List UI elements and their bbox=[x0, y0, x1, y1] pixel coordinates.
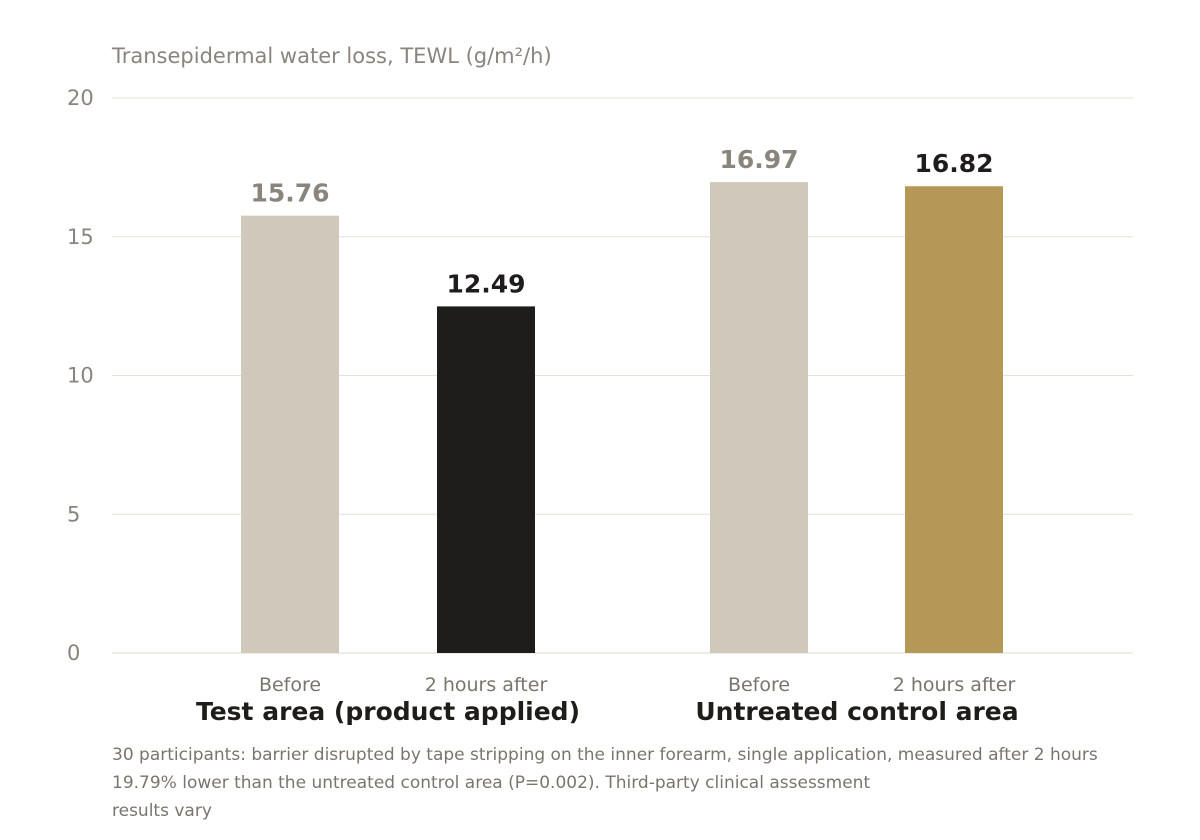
y-tick-label: 10 bbox=[67, 364, 94, 388]
bar bbox=[710, 182, 808, 653]
x-category-label: Before bbox=[259, 674, 321, 696]
footnote-line: 30 participants: barrier disrupted by ta… bbox=[112, 745, 1098, 765]
x-axis-groups: Test area (product applied) Untreated con… bbox=[196, 697, 1019, 726]
bar bbox=[437, 306, 535, 653]
bar bbox=[241, 215, 339, 653]
x-category-label: 2 hours after bbox=[893, 674, 1016, 696]
x-category-label: Before bbox=[728, 674, 790, 696]
y-tick-label: 15 bbox=[67, 225, 94, 249]
footnote-line: results vary bbox=[112, 801, 212, 821]
bar-value-label: 12.49 bbox=[446, 269, 525, 298]
x-group-label: Test area (product applied) bbox=[196, 697, 580, 726]
bar-value-label: 16.97 bbox=[719, 145, 798, 174]
y-axis-title: Transepidermal water loss, TEWL (g/m²/h) bbox=[111, 44, 552, 68]
x-group-label: Untreated control area bbox=[695, 697, 1018, 726]
bar-value-label: 16.82 bbox=[914, 149, 993, 178]
y-tick-label: 20 bbox=[67, 86, 94, 110]
x-category-label: 2 hours after bbox=[425, 674, 548, 696]
footnote: 30 participants: barrier disrupted by ta… bbox=[112, 741, 1172, 825]
y-tick-label: 0 bbox=[67, 641, 80, 665]
bars bbox=[241, 182, 1003, 653]
footnote-line: 19.79% lower than the untreated control … bbox=[112, 773, 871, 793]
y-axis-ticks: 0 5 10 15 20 bbox=[67, 86, 94, 665]
x-axis-categories: Before 2 hours after Before 2 hours after bbox=[259, 674, 1016, 696]
y-tick-label: 5 bbox=[67, 502, 80, 526]
bar-value-label: 15.76 bbox=[250, 179, 329, 208]
bar-value-labels: 15.76 12.49 16.97 16.82 bbox=[250, 145, 993, 298]
bar bbox=[905, 186, 1003, 653]
